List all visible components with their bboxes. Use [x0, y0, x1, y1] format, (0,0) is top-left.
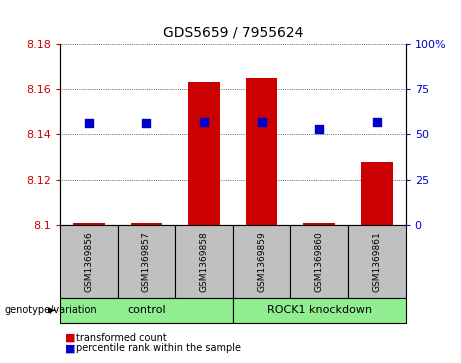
Point — [315, 126, 323, 132]
Text: ROCK1 knockdown: ROCK1 knockdown — [266, 305, 372, 315]
Text: GSM1369859: GSM1369859 — [257, 231, 266, 292]
Text: percentile rank within the sample: percentile rank within the sample — [76, 343, 241, 354]
Text: ■: ■ — [65, 343, 75, 354]
Text: control: control — [127, 305, 165, 315]
Bar — [233, 225, 290, 298]
Text: GSM1369860: GSM1369860 — [315, 231, 324, 292]
Text: GSM1369861: GSM1369861 — [372, 231, 381, 292]
Text: GSM1369856: GSM1369856 — [84, 231, 93, 292]
Point — [142, 121, 150, 126]
Bar — [290, 225, 348, 298]
Text: GSM1369858: GSM1369858 — [200, 231, 208, 292]
Bar — [348, 225, 406, 298]
Bar — [303, 223, 335, 225]
Bar — [361, 162, 393, 225]
Point — [200, 119, 207, 125]
Bar — [175, 225, 233, 298]
Text: transformed count: transformed count — [76, 333, 167, 343]
Bar — [118, 225, 175, 298]
Bar — [233, 298, 406, 323]
Text: genotype/variation: genotype/variation — [5, 305, 97, 315]
Bar — [60, 225, 118, 298]
Text: ■: ■ — [65, 333, 75, 343]
Text: GSM1369857: GSM1369857 — [142, 231, 151, 292]
Title: GDS5659 / 7955624: GDS5659 / 7955624 — [163, 26, 303, 40]
Bar — [73, 223, 105, 225]
Point — [258, 119, 266, 125]
Bar — [130, 223, 162, 225]
Point — [373, 119, 381, 125]
Bar — [246, 78, 278, 225]
Point — [85, 121, 92, 126]
Bar — [188, 82, 220, 225]
Bar — [60, 298, 233, 323]
